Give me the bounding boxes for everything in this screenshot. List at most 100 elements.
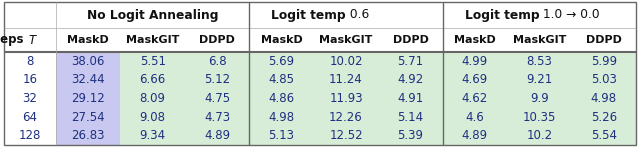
Text: 4.69: 4.69 — [462, 73, 488, 86]
Text: 4.89: 4.89 — [204, 129, 230, 142]
Text: 32.44: 32.44 — [72, 73, 105, 86]
Bar — [378, 52, 443, 71]
Text: 4.89: 4.89 — [462, 129, 488, 142]
Bar — [250, 108, 314, 126]
Bar — [185, 108, 250, 126]
Bar — [507, 71, 572, 89]
Bar — [378, 108, 443, 126]
Text: 4.85: 4.85 — [269, 73, 294, 86]
Text: 9.21: 9.21 — [526, 73, 552, 86]
Text: 27.54: 27.54 — [72, 111, 105, 124]
Text: No Logit Annealing: No Logit Annealing — [87, 9, 218, 21]
Bar — [185, 71, 250, 89]
Text: 9.34: 9.34 — [140, 129, 166, 142]
Text: 10.02: 10.02 — [329, 55, 363, 68]
Bar — [443, 108, 507, 126]
Text: DDPD: DDPD — [199, 35, 235, 45]
Text: 38.06: 38.06 — [72, 55, 105, 68]
Bar — [250, 89, 314, 108]
Bar — [314, 126, 378, 145]
Text: DDPD: DDPD — [392, 35, 428, 45]
Bar — [572, 71, 636, 89]
Bar — [443, 89, 507, 108]
Text: 12.52: 12.52 — [329, 129, 363, 142]
Bar — [120, 52, 185, 71]
Bar — [250, 71, 314, 89]
Text: 11.93: 11.93 — [329, 92, 363, 105]
Text: 32: 32 — [22, 92, 37, 105]
Text: 4.75: 4.75 — [204, 92, 230, 105]
Text: 5.13: 5.13 — [269, 129, 294, 142]
Text: 8: 8 — [26, 55, 34, 68]
Text: 6.8: 6.8 — [208, 55, 227, 68]
Text: MaskGIT: MaskGIT — [319, 35, 372, 45]
Bar — [56, 89, 120, 108]
Text: DDPD: DDPD — [586, 35, 621, 45]
Text: 10.35: 10.35 — [523, 111, 556, 124]
Text: 9.08: 9.08 — [140, 111, 166, 124]
Bar — [443, 126, 507, 145]
Text: MaskGIT: MaskGIT — [126, 35, 179, 45]
Text: 4.92: 4.92 — [397, 73, 424, 86]
Bar — [120, 89, 185, 108]
Bar — [314, 108, 378, 126]
Text: 4.62: 4.62 — [462, 92, 488, 105]
Bar — [443, 71, 507, 89]
Bar — [378, 126, 443, 145]
Text: 16: 16 — [22, 73, 38, 86]
Text: 5.14: 5.14 — [397, 111, 424, 124]
Bar — [443, 52, 507, 71]
Text: 12.26: 12.26 — [329, 111, 363, 124]
Text: 5.71: 5.71 — [397, 55, 424, 68]
Bar — [572, 52, 636, 71]
Text: 26.83: 26.83 — [72, 129, 105, 142]
Text: 4.86: 4.86 — [269, 92, 294, 105]
Bar — [314, 52, 378, 71]
Text: 0.6: 0.6 — [346, 9, 369, 21]
Bar — [572, 108, 636, 126]
Text: 5.39: 5.39 — [397, 129, 424, 142]
Text: 4.73: 4.73 — [204, 111, 230, 124]
Text: 4.91: 4.91 — [397, 92, 424, 105]
Bar — [185, 89, 250, 108]
Bar — [314, 71, 378, 89]
Text: 6.66: 6.66 — [140, 73, 166, 86]
Text: 8.09: 8.09 — [140, 92, 166, 105]
Text: 64: 64 — [22, 111, 38, 124]
Bar — [507, 52, 572, 71]
Text: MaskD: MaskD — [454, 35, 496, 45]
Bar — [314, 89, 378, 108]
Bar — [507, 108, 572, 126]
Bar — [507, 126, 572, 145]
Text: MaskD: MaskD — [260, 35, 303, 45]
Text: Steps: Steps — [0, 34, 28, 46]
Text: 128: 128 — [19, 129, 41, 142]
Text: 5.26: 5.26 — [591, 111, 617, 124]
Bar — [56, 71, 120, 89]
Bar — [120, 108, 185, 126]
Text: 5.12: 5.12 — [204, 73, 230, 86]
Bar — [378, 71, 443, 89]
Bar — [56, 126, 120, 145]
Text: 5.54: 5.54 — [591, 129, 617, 142]
Bar — [572, 126, 636, 145]
Text: 5.51: 5.51 — [140, 55, 166, 68]
Text: MaskGIT: MaskGIT — [513, 35, 566, 45]
Text: 5.03: 5.03 — [591, 73, 617, 86]
Text: 11.24: 11.24 — [329, 73, 363, 86]
Bar — [120, 126, 185, 145]
Bar — [250, 126, 314, 145]
Bar — [572, 89, 636, 108]
Bar — [185, 52, 250, 71]
Text: 29.12: 29.12 — [71, 92, 105, 105]
Text: 5.69: 5.69 — [269, 55, 294, 68]
Text: 4.99: 4.99 — [462, 55, 488, 68]
Text: 8.53: 8.53 — [526, 55, 552, 68]
Bar — [378, 89, 443, 108]
Text: Logit temp: Logit temp — [465, 9, 540, 21]
Bar — [185, 126, 250, 145]
Text: 4.98: 4.98 — [269, 111, 294, 124]
Bar — [56, 108, 120, 126]
Bar — [507, 89, 572, 108]
Bar — [56, 52, 120, 71]
